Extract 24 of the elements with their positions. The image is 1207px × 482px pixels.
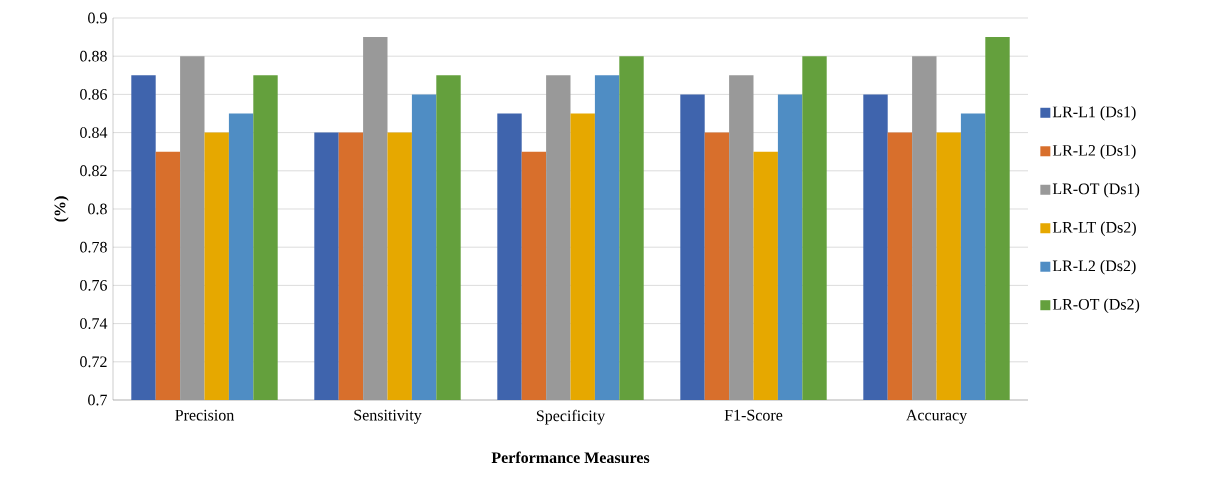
legend-label: LR-L2 (Ds2) — [1052, 259, 1136, 275]
y-tick-label: 0.78 — [80, 241, 107, 253]
legend-label: LR-OT (Ds1) — [1052, 183, 1140, 198]
y-tick-label: 0.8 — [88, 203, 107, 215]
y-tick-label: 0.9 — [88, 12, 107, 24]
x-tick-label: F1-Score — [724, 409, 783, 421]
x-tick-label: Specificity — [536, 409, 606, 425]
y-tick-label: 0.76 — [80, 279, 107, 291]
legend-label: LR-L2 (Ds1) — [1052, 144, 1136, 160]
y-tick-label: 0.84 — [80, 127, 108, 139]
legend-label: LR-LT (Ds2) — [1052, 221, 1136, 236]
y-tick-label: 0.7 — [88, 394, 108, 406]
y-tick-label: 0.86 — [80, 88, 107, 100]
y-tick-label: 0.74 — [80, 318, 108, 330]
legend-label: LR-OT (Ds2) — [1052, 298, 1140, 313]
y-tick-label: 0.72 — [80, 356, 107, 368]
y-tick-label: 0.82 — [80, 165, 107, 177]
x-tick-label: Precision — [175, 409, 235, 421]
x-tick-label: Sensitivity — [354, 409, 422, 424]
y-tick-label: 0.88 — [80, 50, 107, 62]
y-axis-title: (%) — [54, 196, 69, 222]
x-axis-title: Performance Measures — [491, 451, 650, 464]
legend-label: LR-L1 (Ds1) — [1052, 106, 1136, 121]
x-tick-label: Accuracy — [906, 409, 968, 424]
